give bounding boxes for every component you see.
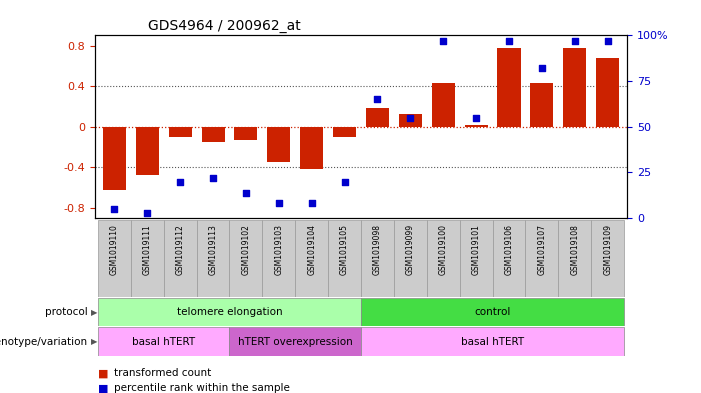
- Point: [207, 175, 219, 181]
- Bar: [366, 108, 389, 127]
- Bar: [427, 220, 460, 297]
- Text: GDS4964 / 200962_at: GDS4964 / 200962_at: [148, 19, 301, 33]
- Text: ■: ■: [98, 383, 109, 393]
- Point: [602, 38, 613, 44]
- Bar: [333, 127, 356, 137]
- Bar: [493, 220, 526, 297]
- Bar: [591, 220, 624, 297]
- Point: [536, 65, 547, 72]
- Bar: [131, 220, 164, 297]
- Text: GSM1019099: GSM1019099: [406, 224, 415, 275]
- Text: GSM1019106: GSM1019106: [505, 224, 514, 275]
- Bar: [498, 48, 521, 127]
- Bar: [229, 220, 262, 297]
- Bar: [234, 127, 257, 140]
- Bar: [394, 220, 427, 297]
- Bar: [399, 114, 422, 127]
- Bar: [300, 127, 323, 169]
- Text: ▶: ▶: [91, 308, 97, 316]
- Text: GSM1019109: GSM1019109: [603, 224, 612, 275]
- Bar: [98, 220, 131, 297]
- Bar: [98, 298, 361, 326]
- Bar: [564, 48, 586, 127]
- Bar: [465, 125, 488, 127]
- Bar: [201, 127, 224, 142]
- Bar: [136, 127, 158, 175]
- Point: [273, 200, 285, 207]
- Text: GSM1019098: GSM1019098: [373, 224, 382, 275]
- Text: genotype/variation: genotype/variation: [0, 336, 88, 347]
- Bar: [328, 220, 361, 297]
- Bar: [196, 220, 229, 297]
- Text: GSM1019113: GSM1019113: [208, 224, 217, 275]
- Text: GSM1019105: GSM1019105: [340, 224, 349, 275]
- Text: GSM1019102: GSM1019102: [241, 224, 250, 275]
- Point: [240, 189, 252, 196]
- Text: GSM1019103: GSM1019103: [274, 224, 283, 275]
- Bar: [229, 327, 361, 356]
- Text: GSM1019111: GSM1019111: [143, 224, 151, 275]
- Text: ▶: ▶: [91, 337, 97, 346]
- Bar: [164, 220, 196, 297]
- Point: [503, 38, 515, 44]
- Bar: [531, 83, 553, 127]
- Bar: [460, 220, 493, 297]
- Bar: [526, 220, 558, 297]
- Bar: [361, 220, 394, 297]
- Text: GSM1019108: GSM1019108: [571, 224, 579, 275]
- Bar: [432, 83, 455, 127]
- Bar: [267, 127, 290, 162]
- Text: protocol: protocol: [45, 307, 88, 317]
- Point: [142, 209, 153, 216]
- Text: basal hTERT: basal hTERT: [132, 336, 196, 347]
- Text: control: control: [475, 307, 511, 317]
- Text: telomere elongation: telomere elongation: [177, 307, 283, 317]
- Point: [437, 38, 449, 44]
- Bar: [596, 58, 619, 127]
- Bar: [295, 220, 328, 297]
- Text: GSM1019112: GSM1019112: [176, 224, 184, 275]
- Text: GSM1019104: GSM1019104: [307, 224, 316, 275]
- Text: hTERT overexpression: hTERT overexpression: [238, 336, 353, 347]
- Text: GSM1019110: GSM1019110: [110, 224, 119, 275]
- Bar: [361, 298, 624, 326]
- Point: [339, 178, 350, 185]
- Point: [306, 200, 318, 207]
- Text: percentile rank within the sample: percentile rank within the sample: [114, 383, 290, 393]
- Point: [109, 206, 120, 212]
- Text: basal hTERT: basal hTERT: [461, 336, 524, 347]
- Bar: [361, 327, 624, 356]
- Bar: [169, 127, 191, 137]
- Point: [470, 114, 482, 121]
- Point: [372, 96, 383, 103]
- Text: GSM1019101: GSM1019101: [472, 224, 481, 275]
- Text: GSM1019100: GSM1019100: [439, 224, 448, 275]
- Bar: [98, 327, 229, 356]
- Bar: [558, 220, 591, 297]
- Text: transformed count: transformed count: [114, 368, 211, 378]
- Text: ■: ■: [98, 368, 109, 378]
- Point: [175, 178, 186, 185]
- Point: [569, 38, 580, 44]
- Point: [404, 114, 416, 121]
- Text: GSM1019107: GSM1019107: [538, 224, 546, 275]
- Bar: [103, 127, 126, 190]
- Bar: [262, 220, 295, 297]
